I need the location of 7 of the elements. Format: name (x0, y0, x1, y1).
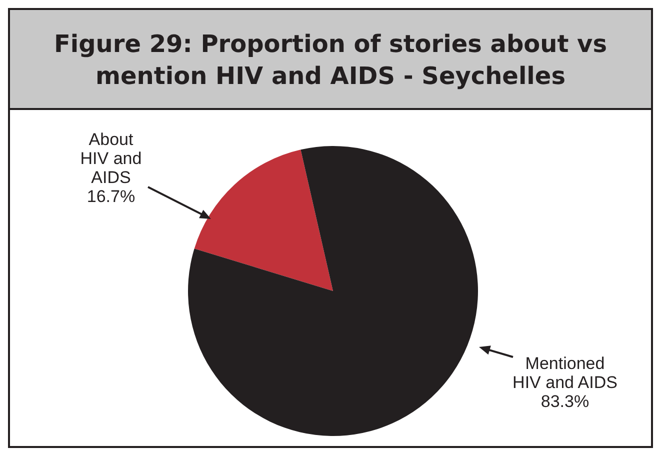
slice-label: About HIV and AIDS (80, 130, 142, 187)
slice-label: Mentioned HIV and AIDS (512, 354, 618, 392)
data-label: 16.7% (86, 187, 136, 206)
pie-slice (188, 146, 478, 436)
chart-title: Figure 29: Proportion of stories about vs mention HIV and AIDS - Seychelles (54, 30, 607, 90)
data-label: 83.3% (540, 392, 590, 411)
pie-slice (194, 150, 333, 291)
